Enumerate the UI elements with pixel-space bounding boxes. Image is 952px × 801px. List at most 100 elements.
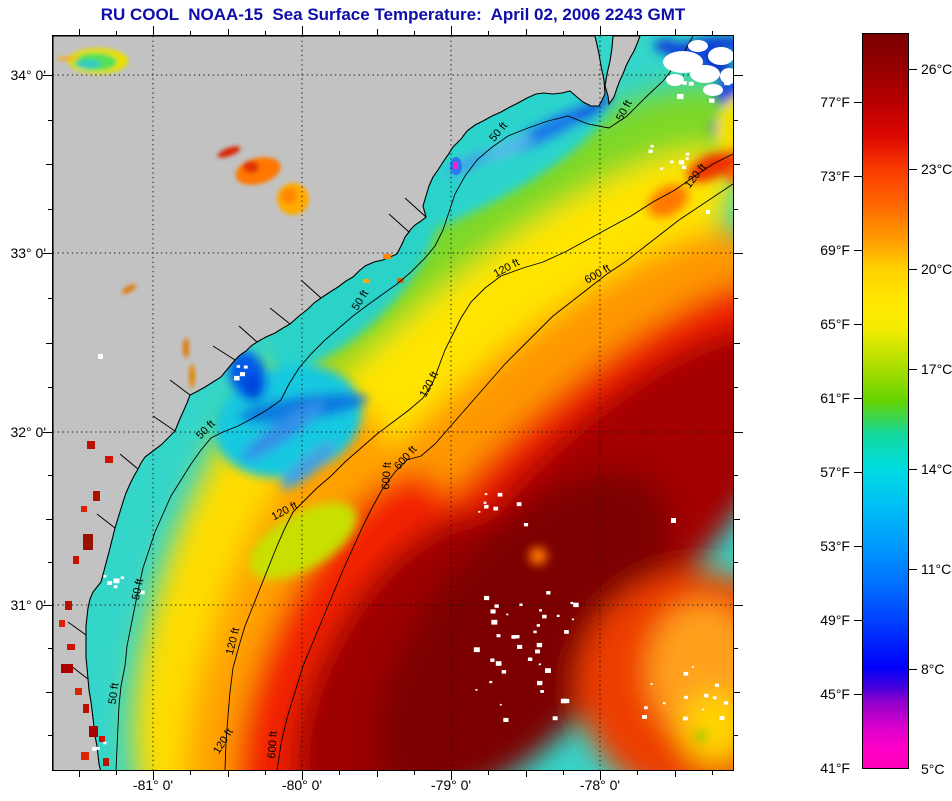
x-axis-label: -79° 0' — [430, 777, 472, 793]
x-axis-tick — [264, 31, 266, 35]
colorbar-label-c: 26°C — [921, 61, 952, 77]
x-axis-label: -81° 0' — [132, 777, 174, 793]
y-axis-tick — [734, 561, 738, 563]
colorbar-label-c: 20°C — [921, 261, 952, 277]
y-axis-tick — [734, 253, 743, 254]
y-axis-tick — [46, 518, 52, 520]
x-axis-tick — [451, 26, 452, 35]
x-axis-tick — [525, 771, 527, 777]
y-axis-tick — [734, 164, 740, 165]
contour-label: 50 ft — [130, 578, 146, 601]
colorbar-tick-f — [854, 250, 862, 251]
colorbar-tick-c — [909, 269, 917, 270]
colorbar-label-c: 11°C — [921, 561, 952, 577]
y-axis-tick — [734, 605, 743, 606]
colorbar-tick-c — [909, 169, 917, 170]
x-axis-tick — [78, 771, 80, 777]
colorbar-label-f: 69°F — [820, 242, 850, 258]
colorbar-tick-c — [909, 469, 917, 470]
colorbar-label-c: 5°C — [921, 761, 945, 777]
y-axis-tick — [43, 253, 52, 254]
y-axis-tick — [43, 605, 52, 606]
contour-label: 600 ft — [380, 462, 394, 490]
contour-120ft — [224, 153, 733, 770]
y-axis-tick — [734, 691, 740, 693]
colorbar-tick-f — [854, 472, 862, 473]
colorbar-label-f: 65°F — [820, 316, 850, 332]
x-axis-tick — [600, 771, 601, 780]
x-axis-tick — [413, 771, 415, 775]
y-axis-tick — [48, 734, 52, 736]
y-axis-tick — [48, 648, 52, 650]
colorbar-tick-c — [909, 669, 917, 670]
x-axis-tick — [339, 771, 341, 775]
y-axis-tick — [48, 387, 52, 389]
coastal-warm-pixels — [59, 254, 404, 766]
y-axis-tick — [48, 119, 52, 121]
map-frame: 50 ft 50 ft 50 ft 50 ft 50 ft 50 ft 120 ft 120 … — [52, 35, 734, 771]
y-axis-tick — [46, 164, 52, 165]
depth-contours — [115, 36, 733, 770]
colorbar-tick-f — [854, 620, 862, 621]
y-axis-tick — [734, 119, 738, 121]
colorbar-tick-f — [854, 102, 862, 103]
x-axis-tick — [339, 31, 341, 35]
y-axis-tick — [43, 75, 52, 76]
colorbar-label-c: 8°C — [921, 661, 945, 677]
cape-fear-peninsula — [604, 36, 641, 106]
x-axis-tick — [637, 771, 639, 775]
page-title: RU COOL NOAA-15 Sea Surface Temperature:… — [100, 5, 686, 24]
y-axis-label: 32° 0' — [10, 424, 46, 440]
y-axis-label: 33° 0' — [10, 245, 46, 261]
colorbar-tick-f — [854, 546, 862, 547]
y-axis-tick — [734, 297, 738, 299]
y-axis-tick — [734, 75, 743, 76]
graticule — [53, 36, 733, 770]
x-axis-tick — [190, 771, 192, 775]
colorbar-label-f: 49°F — [820, 612, 850, 628]
x-axis-tick — [376, 29, 378, 35]
x-axis-tick — [711, 31, 713, 35]
y-axis-tick — [48, 208, 52, 210]
y-axis-tick — [46, 342, 52, 344]
y-axis-tick — [734, 208, 738, 210]
estuary-rivers — [67, 197, 427, 680]
x-axis-tick — [451, 771, 452, 780]
contour-50ft — [115, 36, 694, 770]
x-axis-tick — [711, 771, 713, 775]
colorbar-label-f: 53°F — [820, 538, 850, 554]
x-axis-tick — [227, 771, 229, 777]
colorbar-label-f: 77°F — [820, 94, 850, 110]
x-axis-tick — [600, 26, 601, 35]
x-axis-tick — [190, 31, 192, 35]
y-axis-tick — [734, 648, 738, 650]
x-axis-tick — [153, 26, 154, 35]
clouds — [92, 40, 733, 751]
y-axis-label: 34° 0' — [10, 67, 46, 83]
colorbar-tick-f — [854, 324, 862, 325]
x-axis-tick — [115, 31, 117, 35]
x-axis-tick — [525, 29, 527, 35]
x-axis-tick — [115, 771, 117, 775]
x-axis-tick — [674, 29, 676, 35]
colorbar-label-f: 45°F — [820, 686, 850, 702]
colorbar-tick-f — [854, 694, 862, 695]
land — [53, 36, 641, 770]
y-axis-tick — [734, 734, 738, 736]
y-axis-label: 31° 0' — [10, 597, 46, 613]
sst-bands — [132, 86, 733, 770]
y-axis-tick — [734, 342, 740, 344]
colorbar-label-c: 23°C — [921, 161, 952, 177]
x-axis-tick — [78, 29, 80, 35]
x-axis-tick — [488, 771, 490, 775]
y-axis-tick — [43, 432, 52, 433]
x-axis-label: -80° 0' — [281, 777, 323, 793]
colorbar-gradient — [863, 34, 908, 768]
x-axis-tick — [413, 31, 415, 35]
x-axis-tick — [488, 31, 490, 35]
inland-lakes — [58, 48, 309, 388]
colorbar-tick-f — [854, 176, 862, 177]
x-axis-tick — [153, 771, 154, 780]
magenta-pixel — [454, 162, 458, 169]
